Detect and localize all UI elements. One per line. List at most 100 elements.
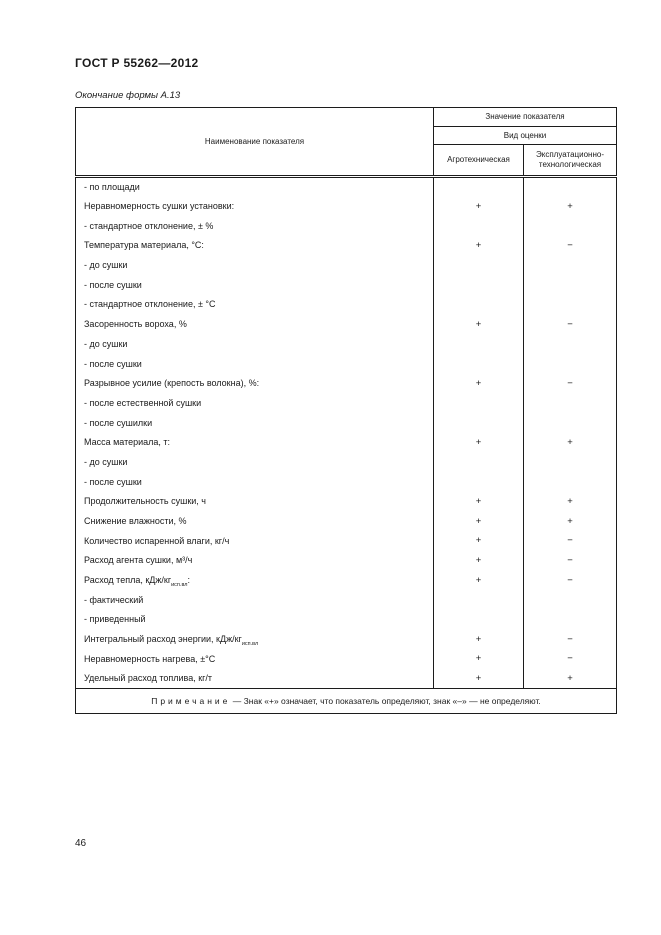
table-row: - после естественной сушки — [75, 393, 617, 413]
indicator-name-cell: Засоренность вороха, % — [75, 314, 434, 334]
agro-mark-cell — [433, 393, 524, 413]
table-row: - стандартное отклонение, ± °С — [75, 294, 617, 315]
note-body: — Знак «+» означает, что показатель опре… — [232, 695, 541, 706]
indicator-name-cell: - до сушки — [75, 334, 434, 354]
table-row: - по площади — [75, 176, 617, 197]
exploit-mark-cell — [523, 334, 617, 354]
exploit-mark-cell: − — [523, 314, 617, 334]
indicator-name-cell: - по площади — [75, 176, 434, 197]
table-row: - стандартное отклонение, ± % — [75, 215, 617, 236]
table-row: - после сушки — [75, 274, 617, 295]
table-row: Количество испаренной влаги, кг/ч + − — [75, 530, 617, 551]
exploit-mark-cell — [523, 589, 617, 610]
indicator-name-cell: - приведенный — [75, 609, 434, 630]
exploit-mark-cell: + — [523, 432, 617, 453]
agro-mark-cell — [433, 294, 524, 315]
agro-mark-cell: + — [433, 235, 524, 256]
indicators-table: Наименование показателя Значение показат… — [75, 107, 617, 714]
agro-mark-cell: + — [433, 668, 524, 689]
agro-mark-cell: + — [433, 629, 524, 649]
table-row: - до сушки — [75, 334, 617, 354]
exploit-mark-cell: + — [523, 668, 617, 689]
table-row: Неравномерность сушки установки: + + — [75, 196, 617, 216]
table-row: - до сушки — [75, 255, 617, 275]
header-value-group: Значение показателя — [433, 107, 617, 127]
exploit-mark-cell: − — [523, 550, 617, 571]
page-number: 46 — [75, 838, 87, 849]
note-label: Примечание — [151, 695, 231, 706]
indicator-name-cell: Разрывное усилие (крепость волокна), %: — [75, 373, 434, 394]
agro-mark-cell: + — [433, 432, 524, 453]
indicator-name-cell: Снижение влажности, % — [75, 511, 434, 531]
exploit-mark-cell — [523, 255, 617, 275]
indicator-name-cell: Неравномерность сушки установки: — [75, 196, 434, 216]
indicator-name-cell: Расход тепла, кДж/кгисп.вл: — [75, 570, 434, 590]
agro-mark-cell: + — [433, 550, 524, 571]
table-footer: Примечание — Знак «+» означает, что пока… — [75, 687, 617, 714]
exploit-mark-cell: − — [523, 373, 617, 394]
exploit-mark-cell: − — [523, 649, 617, 669]
agro-mark-cell — [433, 353, 524, 374]
indicator-name-cell: - после сушилки — [75, 412, 434, 433]
indicator-name-cell: - после естественной сушки — [75, 393, 434, 413]
exploit-mark-cell: + — [523, 196, 617, 216]
table-row: - фактический — [75, 589, 617, 610]
agro-mark-cell — [433, 452, 524, 472]
agro-mark-cell — [433, 412, 524, 433]
indicator-name-cell: Масса материала, т: — [75, 432, 434, 453]
indicator-name-cell: Неравномерность нагрева, ±°С — [75, 649, 434, 669]
indicator-name-cell: Расход агента сушки, м³/ч — [75, 550, 434, 571]
agro-mark-cell — [433, 589, 524, 610]
table-row: - приведенный — [75, 609, 617, 630]
exploit-mark-cell — [523, 294, 617, 315]
agro-mark-cell — [433, 609, 524, 630]
agro-mark-cell: + — [433, 511, 524, 531]
agro-mark-cell — [433, 255, 524, 275]
indicator-name-cell: Интегральный расход энергии, кДж/кгисп.в… — [75, 629, 434, 649]
table-row: - после сушилки — [75, 412, 617, 433]
exploit-mark-cell: − — [523, 629, 617, 649]
agro-mark-cell — [433, 215, 524, 236]
table-note: Примечание — Знак «+» означает, что пока… — [75, 687, 617, 714]
table-row: Интегральный расход энергии, кДж/кгисп.в… — [75, 629, 617, 649]
agro-mark-cell: + — [433, 196, 524, 216]
indicator-name-cell: Удельный расход топлива, кг/т — [75, 668, 434, 689]
exploit-mark-cell: − — [523, 570, 617, 590]
table-row: Снижение влажности, % + + — [75, 511, 617, 531]
header-agro-col: Агротехническая — [433, 144, 524, 178]
exploit-mark-cell — [523, 452, 617, 472]
doc-number: ГОСТ Р 55262—2012 — [75, 56, 199, 70]
table-row: Удельный расход топлива, кг/т + + — [75, 668, 617, 689]
indicator-name-cell: Количество испаренной влаги, кг/ч — [75, 530, 434, 551]
exploit-mark-cell: + — [523, 511, 617, 531]
table-row: Температура материала, °С: + − — [75, 235, 617, 256]
exploit-mark-cell — [523, 609, 617, 630]
exploit-mark-cell — [523, 353, 617, 374]
header-exploit-col: Эксплуатационно-технологическая — [523, 144, 617, 178]
agro-mark-cell: + — [433, 530, 524, 551]
table-header: Наименование показателя Значение показат… — [75, 107, 617, 178]
indicator-name-cell: - после сушки — [75, 353, 434, 374]
agro-mark-cell — [433, 176, 524, 197]
agro-mark-cell — [433, 334, 524, 354]
agro-mark-cell — [433, 471, 524, 492]
exploit-mark-cell: − — [523, 235, 617, 256]
table-row: - до сушки — [75, 452, 617, 472]
table-row: Расход агента сушки, м³/ч + − — [75, 550, 617, 571]
indicator-name-cell: - стандартное отклонение, ± % — [75, 215, 434, 236]
agro-mark-cell: + — [433, 491, 524, 512]
table-row: Расход тепла, кДж/кгисп.вл: + − — [75, 570, 617, 590]
indicator-name-cell: - после сушки — [75, 274, 434, 295]
exploit-mark-cell — [523, 274, 617, 295]
indicator-name-cell: Температура материала, °С: — [75, 235, 434, 256]
exploit-mark-cell — [523, 393, 617, 413]
exploit-mark-cell — [523, 412, 617, 433]
agro-mark-cell: + — [433, 649, 524, 669]
form-caption: Окончание формы А.13 — [75, 90, 181, 101]
exploit-mark-cell — [523, 215, 617, 236]
table-body: - по площади Неравномерность сушки устан… — [75, 176, 617, 689]
agro-mark-cell: + — [433, 570, 524, 590]
table-row: Разрывное усилие (крепость волокна), %: … — [75, 373, 617, 394]
agro-mark-cell: + — [433, 373, 524, 394]
indicator-name-cell: - до сушки — [75, 255, 434, 275]
